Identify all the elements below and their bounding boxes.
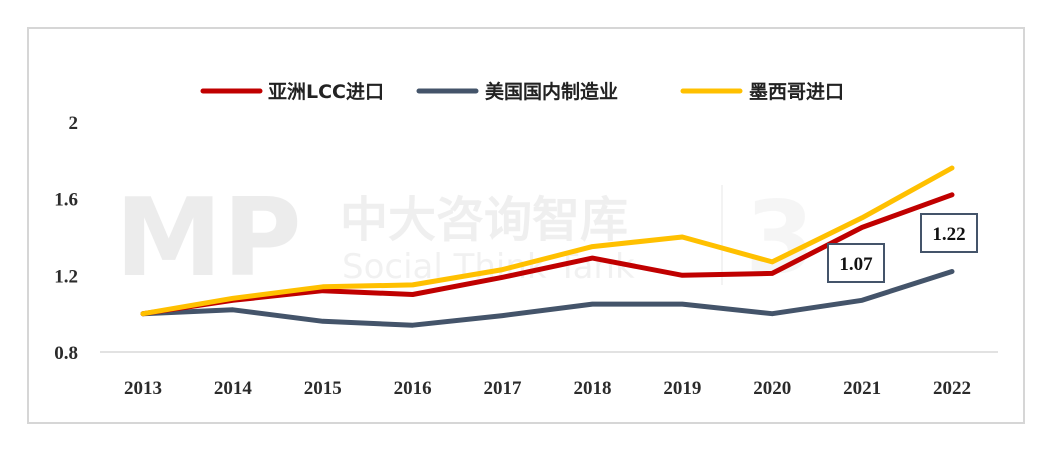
callout-label: 1.22 <box>932 224 965 245</box>
x-tick-label: 2014 <box>214 378 253 399</box>
y-axis-ticks: 0.8 1.2 1.6 2 <box>54 113 78 364</box>
x-tick-label: 2013 <box>124 378 162 399</box>
legend-label-mexico: 墨西哥进口 <box>749 81 844 103</box>
legend-label-asia: 亚洲LCC进口 <box>268 81 384 103</box>
x-tick-label: 2018 <box>573 378 611 399</box>
watermark-logo: MP <box>115 176 302 301</box>
x-tick-label: 2019 <box>663 378 701 399</box>
x-tick-label: 2015 <box>304 378 342 399</box>
series-lines <box>140 165 955 328</box>
x-tick-label: 2020 <box>753 378 791 399</box>
legend-label-us: 美国国内制造业 <box>485 80 618 103</box>
x-tick-label: 2022 <box>933 378 971 399</box>
y-tick-label: 1.2 <box>54 266 78 287</box>
watermark-name: 中大咨询智库 <box>340 192 628 248</box>
series-line-asia-lcc <box>140 192 955 317</box>
x-tick-label: 2021 <box>843 378 881 399</box>
watermark-emblem: 3 <box>745 179 815 296</box>
watermark: MP 中大咨询智库 Social Think Tank 3 <box>115 176 815 301</box>
x-tick-label: 2016 <box>394 378 432 399</box>
x-tick-label: 2017 <box>484 378 523 399</box>
y-tick-label: 0.8 <box>54 343 78 364</box>
x-axis-ticks: 2013 2014 2015 2016 2017 2018 2019 2020 2021 2022 <box>124 378 971 399</box>
y-tick-label: 1.6 <box>54 190 78 211</box>
series-line-us-manufacturing <box>140 269 955 328</box>
value-callouts: 1.07 1.22 <box>827 213 978 283</box>
chart-frame <box>27 27 1025 424</box>
legend: 亚洲LCC进口 美国国内制造业 墨西哥进口 <box>200 80 844 103</box>
callout-label: 1.07 <box>839 254 873 275</box>
callout-box <box>827 243 885 283</box>
callout-box <box>920 213 978 253</box>
y-tick-label: 2 <box>69 113 79 134</box>
series-line-mexico <box>140 165 955 317</box>
